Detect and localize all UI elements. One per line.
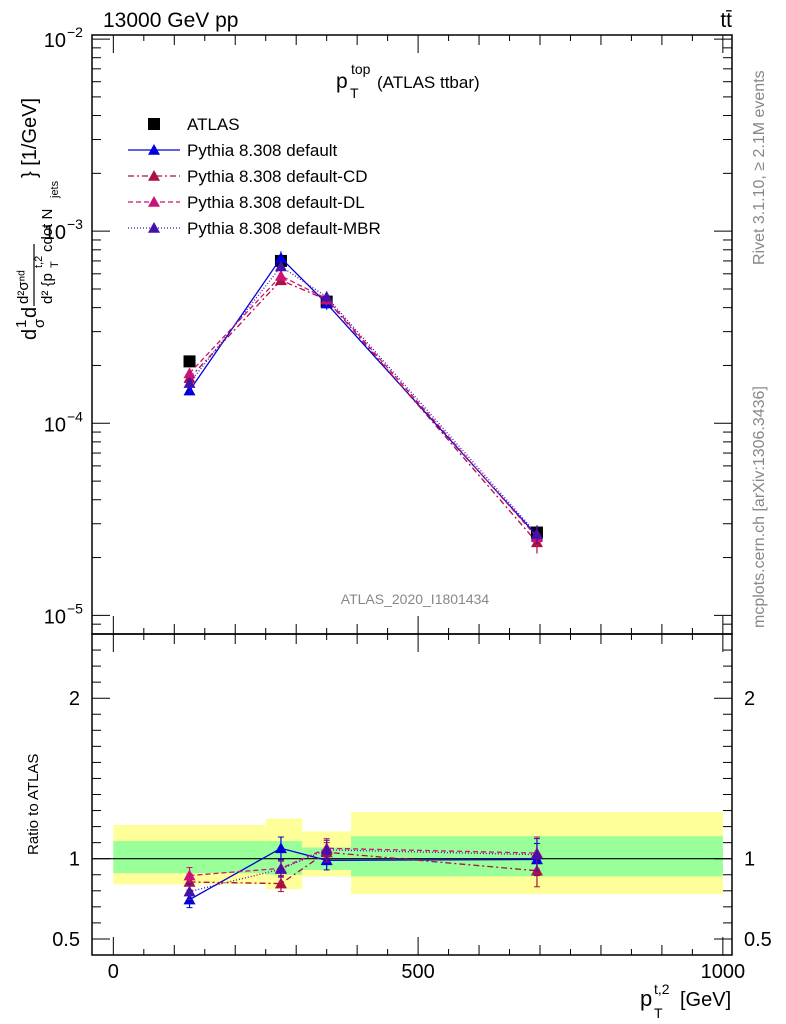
ratio-point-3-2 — [320, 843, 333, 855]
point-4-1 — [274, 260, 287, 272]
point-0-0 — [183, 355, 196, 368]
xlabel-p: p — [640, 986, 652, 1011]
point-4-2 — [320, 290, 333, 302]
ylabel-a: d — [19, 329, 41, 340]
ratio-ylabel: Ratio to ATLAS — [25, 754, 42, 855]
xtick-label-0: 0 — [108, 961, 119, 983]
ratio-line-0 — [189, 847, 537, 901]
ylabel-sigma: σ — [31, 318, 48, 328]
xlabel: p t,2 T [GeV] — [640, 981, 731, 1021]
xlabel-rest: [GeV] — [680, 989, 731, 1011]
xlabel-sup: t,2 — [654, 981, 670, 997]
title-rest: (ATLAS ttbar) — [377, 73, 480, 92]
ratio-point-2-0 — [183, 869, 196, 881]
ratio-series-3 — [183, 838, 543, 901]
main-ytick-exp-3: −2 — [67, 24, 83, 40]
xlabel-sub: T — [654, 1005, 663, 1021]
legend-marker-3 — [148, 196, 160, 207]
point-3-1 — [274, 269, 287, 281]
main-ytick-label-1: 10 — [44, 414, 66, 436]
legend-label-4: Pythia 8.308 default-MBR — [187, 219, 381, 238]
rivet-label: Rivet 3.1.10, ≥ 2.1M events — [751, 70, 768, 265]
ylabel-f: t,2 — [33, 256, 45, 268]
ratio-frame — [91, 633, 733, 956]
legend-marker-1 — [148, 144, 160, 155]
legend-entry-3: Pythia 8.308 default-DL — [128, 193, 365, 212]
main-ylabel: d 1 σ d d²σⁿᵈ d² {p t,2 T cdot N jets } … — [13, 98, 61, 340]
series-2 — [183, 274, 543, 554]
ratio-line-2 — [189, 847, 537, 877]
ylabel-e: d² {p — [39, 273, 56, 304]
legend-label-0: ATLAS — [187, 115, 240, 134]
ratio-point-1-1 — [274, 877, 287, 889]
ratio-ytick-label-0: 0.5 — [52, 929, 80, 951]
ratio-point-0-1 — [274, 842, 287, 854]
ylabel-b: 1 — [13, 320, 30, 328]
legend-label-1: Pythia 8.308 default — [187, 141, 338, 160]
ylabel-h: cdot N — [39, 209, 56, 252]
legend-marker-2 — [148, 170, 160, 181]
main-ytick-exp-1: −4 — [67, 408, 83, 424]
series-3 — [183, 269, 543, 548]
series-0 — [183, 254, 543, 539]
main-ytick-exp-2: −3 — [67, 216, 83, 232]
point-4-0 — [183, 377, 196, 388]
ratio-point-3-0 — [183, 885, 196, 897]
analysis-watermark: ATLAS_2020_I1801434 — [341, 591, 490, 607]
ratio-point-3-3 — [530, 848, 543, 860]
title-sub: T — [350, 85, 359, 101]
legend-entry-2: Pythia 8.308 default-CD — [128, 167, 368, 186]
ratio-ytick-label-right-0: 0.5 — [744, 929, 772, 951]
title-p: p — [336, 70, 348, 93]
legend: ATLAS Pythia 8.308 default Pythia 8.308 de… — [128, 115, 381, 238]
series-4 — [183, 260, 543, 545]
title-sup: top — [351, 61, 371, 77]
point-1-1 — [274, 252, 287, 263]
ylabel-i: jets — [49, 180, 61, 199]
ratio-point-3-1 — [274, 863, 287, 874]
point-1-0 — [183, 384, 196, 396]
legend-label-2: Pythia 8.308 default-CD — [187, 167, 368, 186]
ylabel-c: d — [19, 307, 41, 318]
series-line-1 — [188, 256, 538, 537]
series-line-2 — [189, 279, 538, 543]
legend-marker-0 — [148, 118, 160, 130]
ratio-series — [183, 836, 543, 909]
xtick-label-1: 500 — [401, 961, 434, 983]
main-ytick-label-2: 10 — [44, 222, 66, 244]
header-right: tt̄ — [720, 9, 732, 32]
main-series — [183, 251, 543, 554]
main-ytick-label-0: 10 — [44, 606, 66, 628]
ylabel-d: d²σⁿᵈ — [15, 270, 32, 304]
legend-entry-0: ATLAS — [148, 115, 240, 134]
legend-entry-4: Pythia 8.308 default-MBR — [128, 219, 381, 238]
series-1 — [183, 251, 543, 546]
mcplots-label: mcplots.cern.ch [arXiv:1306.3436] — [751, 386, 768, 628]
legend-marker-4 — [148, 222, 160, 233]
ylabel-g: T — [49, 261, 61, 268]
ratio-ytick-label-right-1: 1 — [744, 849, 755, 871]
legend-entry-1: Pythia 8.308 default — [128, 141, 338, 160]
ratio-ytick-label-right-2: 2 — [744, 688, 755, 710]
header-left: 13000 GeV pp — [103, 9, 238, 32]
main-ytick-label-3: 10 — [44, 30, 66, 52]
series-line-3 — [189, 275, 538, 538]
ratio-ytick-label-2: 2 — [69, 688, 80, 710]
series-line-4 — [189, 265, 538, 535]
ratio-line-1 — [189, 851, 538, 885]
main-title: p top T (ATLAS ttbar) — [336, 61, 480, 101]
main-ytick-exp-0: −5 — [67, 600, 83, 616]
legend-label-3: Pythia 8.308 default-DL — [187, 193, 365, 212]
point-3-0 — [183, 367, 196, 379]
ylabel-j: } [1/GeV] — [19, 98, 41, 178]
xtick-label-2: 1000 — [701, 961, 746, 983]
point-4-3 — [530, 528, 543, 539]
ratio-ytick-label-1: 1 — [69, 849, 80, 871]
